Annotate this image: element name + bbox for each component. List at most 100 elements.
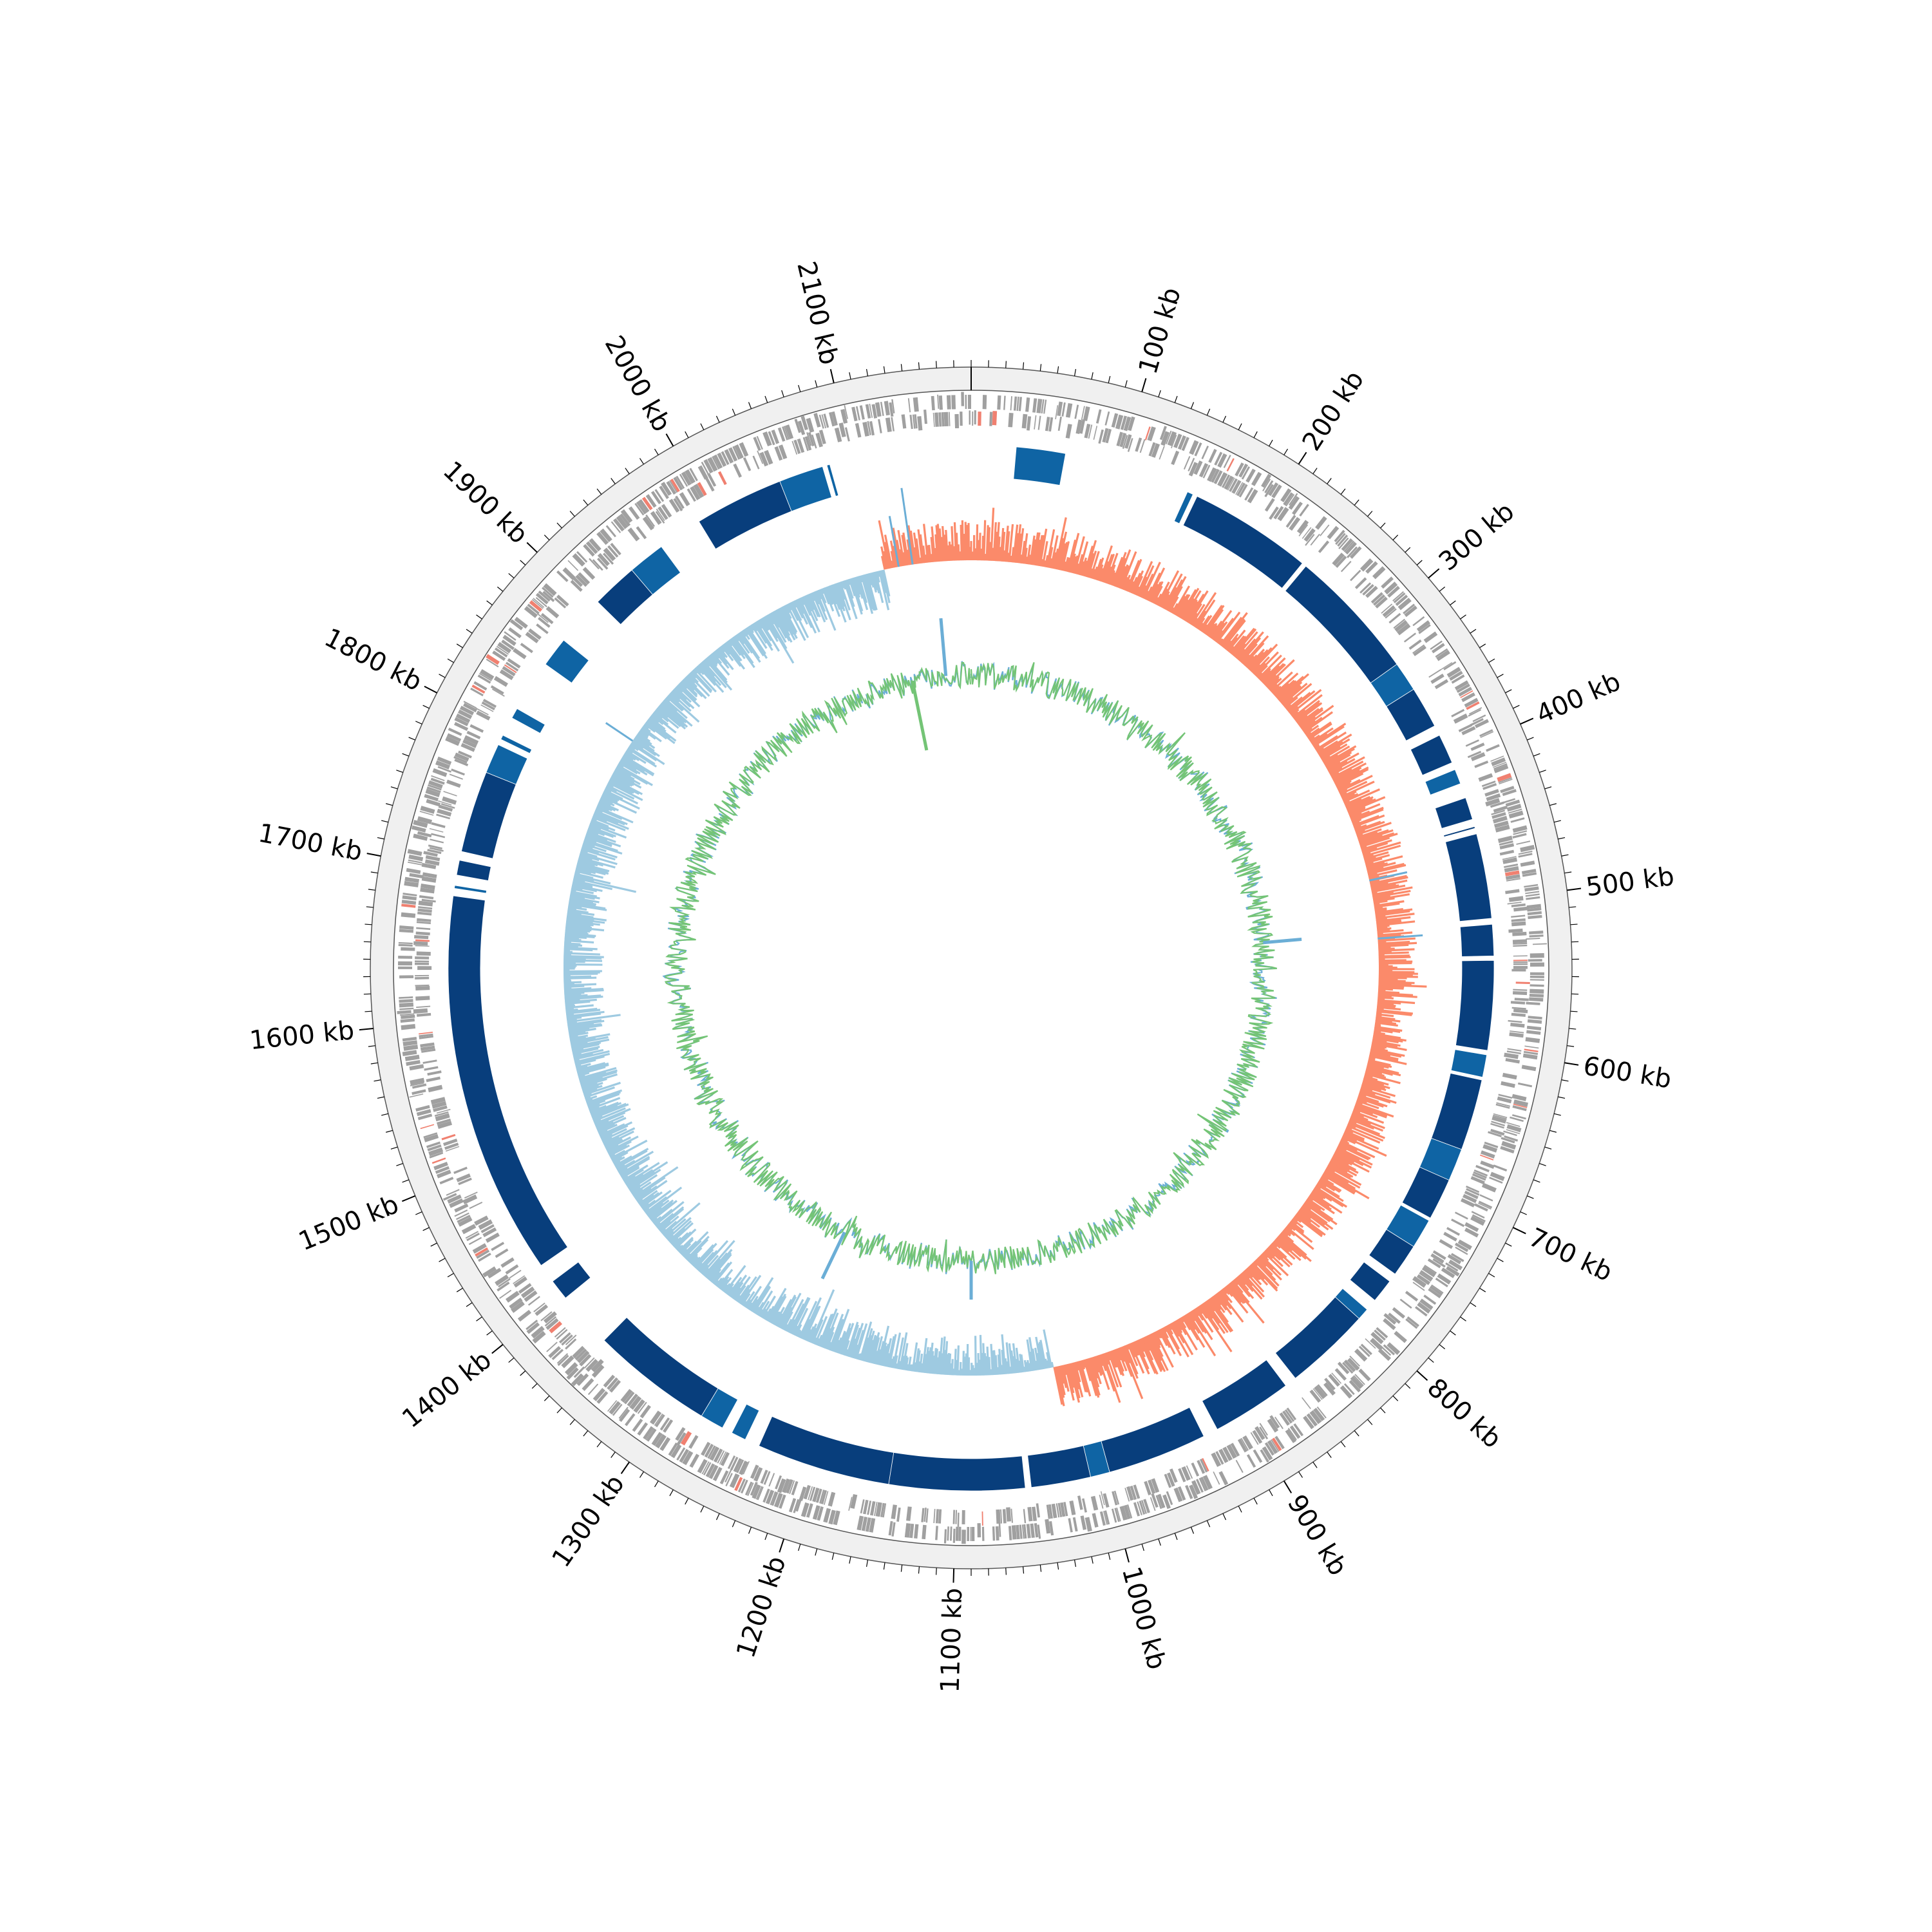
gc-skew-bar bbox=[578, 1071, 607, 1081]
minor-tick bbox=[447, 658, 454, 663]
gene-feature bbox=[880, 1502, 885, 1517]
gc-skew-bar bbox=[1376, 917, 1388, 921]
gc-skew-bar bbox=[938, 1338, 943, 1375]
gc-skew-bar bbox=[612, 773, 634, 786]
gc-skew-bar bbox=[796, 1329, 801, 1337]
gc-skew-bar bbox=[590, 1102, 622, 1116]
gene-feature bbox=[428, 784, 442, 791]
gc-skew-bar bbox=[694, 1242, 717, 1269]
gene-feature bbox=[1285, 515, 1296, 528]
gene-feature bbox=[1200, 1477, 1209, 1491]
gc-skew-bar bbox=[721, 644, 731, 656]
gene-feature bbox=[925, 1508, 929, 1523]
gc-skew-bar bbox=[582, 1082, 603, 1091]
gene-feature bbox=[922, 1524, 927, 1540]
gene-feature bbox=[666, 480, 677, 495]
gc-skew-bar bbox=[886, 1336, 895, 1367]
gc-skew-bar bbox=[1367, 864, 1406, 875]
gene-feature bbox=[753, 437, 761, 451]
gc-skew-bar bbox=[1115, 549, 1132, 587]
gene-feature bbox=[409, 1093, 424, 1098]
gc-skew-bar bbox=[1378, 979, 1406, 983]
gene-feature bbox=[1238, 463, 1249, 478]
gene-feature bbox=[1527, 907, 1542, 912]
gc-skew-bar bbox=[1363, 1075, 1378, 1081]
gene-feature bbox=[857, 1515, 864, 1531]
gene-feature bbox=[1434, 679, 1449, 690]
gc-skew-bar bbox=[1372, 886, 1413, 896]
gc-skew-bar bbox=[1169, 1323, 1189, 1358]
gene-feature bbox=[806, 1503, 813, 1518]
gc-skew-bar bbox=[666, 696, 684, 712]
gc-skew-bar bbox=[600, 1124, 629, 1139]
gene-feature bbox=[415, 962, 430, 965]
gc-skew-bar bbox=[1183, 599, 1198, 621]
gc-skew-bar bbox=[1331, 761, 1364, 779]
gene-feature bbox=[620, 1388, 633, 1403]
gc-skew-bar bbox=[1332, 1155, 1350, 1166]
gc-skew-bar bbox=[1124, 1345, 1139, 1375]
gene-feature bbox=[429, 828, 444, 833]
gc-skew-bar bbox=[596, 806, 634, 824]
gc-skew-bar bbox=[1137, 576, 1148, 597]
gene-feature bbox=[812, 1505, 820, 1520]
gene-feature bbox=[612, 1403, 623, 1416]
minor-tick bbox=[639, 1471, 644, 1478]
gene-feature bbox=[838, 422, 846, 438]
gc-skew-bar bbox=[1223, 1287, 1230, 1295]
gc-skew-bar bbox=[935, 525, 941, 562]
gc-skew-bar bbox=[903, 1355, 908, 1370]
gc-skew-bar bbox=[1005, 531, 1010, 562]
gene-feature bbox=[536, 623, 549, 634]
gene-feature bbox=[791, 440, 798, 455]
gc-skew-bar bbox=[1337, 782, 1351, 791]
gene-feature bbox=[848, 1497, 853, 1511]
gene-feature bbox=[556, 1353, 569, 1364]
synteny-block bbox=[1101, 1406, 1204, 1473]
gene-feature bbox=[1474, 719, 1489, 728]
gene-feature bbox=[1037, 1524, 1041, 1539]
gc-skew-bar bbox=[1378, 996, 1394, 999]
gene-feature bbox=[1016, 396, 1019, 412]
gc-skew-bar bbox=[849, 1327, 861, 1358]
gc-skew-bar bbox=[1164, 1326, 1182, 1356]
gc-skew-bar bbox=[1179, 587, 1200, 619]
gene-feature bbox=[616, 515, 629, 529]
gc-skew-bar bbox=[685, 676, 698, 688]
gene-feature bbox=[423, 1132, 438, 1139]
gc-skew-bar bbox=[1297, 708, 1320, 726]
gene-feature bbox=[1269, 506, 1279, 520]
minor-tick bbox=[1544, 786, 1552, 790]
gene-feature bbox=[1511, 1114, 1526, 1120]
gene-feature bbox=[709, 1446, 720, 1461]
gc-skew-bar bbox=[680, 680, 698, 697]
gc-content-spike bbox=[820, 1231, 846, 1280]
gc-skew-bar bbox=[1298, 1210, 1321, 1228]
gc-skew-bar bbox=[581, 848, 616, 861]
gc-skew-bar bbox=[1052, 548, 1059, 569]
gene-feature bbox=[978, 412, 981, 426]
gene-feature bbox=[757, 1486, 764, 1501]
gene-feature bbox=[427, 1144, 442, 1151]
gc-skew-bar bbox=[1072, 555, 1079, 574]
gene-feature bbox=[1048, 417, 1054, 432]
gene-feature bbox=[739, 1461, 748, 1475]
gc-skew-bar bbox=[1275, 1237, 1302, 1262]
tick-label: 400 kb bbox=[1532, 667, 1625, 730]
minor-tick bbox=[1253, 431, 1258, 439]
gene-feature bbox=[1235, 1459, 1244, 1473]
gc-skew-bar bbox=[574, 869, 603, 879]
gc-skew-bar bbox=[924, 1347, 929, 1374]
gc-skew-bar bbox=[1268, 677, 1282, 691]
gc-skew-bar bbox=[1208, 1298, 1234, 1332]
gc-skew-bar bbox=[1186, 593, 1205, 623]
gene-feature bbox=[815, 432, 823, 448]
gene-feature bbox=[1408, 639, 1422, 650]
gene-feature bbox=[1525, 1037, 1540, 1043]
gene-feature bbox=[578, 572, 591, 585]
gene-feature bbox=[904, 1523, 911, 1538]
gc-skew-bar bbox=[1324, 748, 1355, 767]
gc-skew-bar bbox=[1040, 558, 1044, 567]
gc-skew-bar bbox=[577, 862, 610, 873]
gene-feature bbox=[1177, 435, 1186, 450]
